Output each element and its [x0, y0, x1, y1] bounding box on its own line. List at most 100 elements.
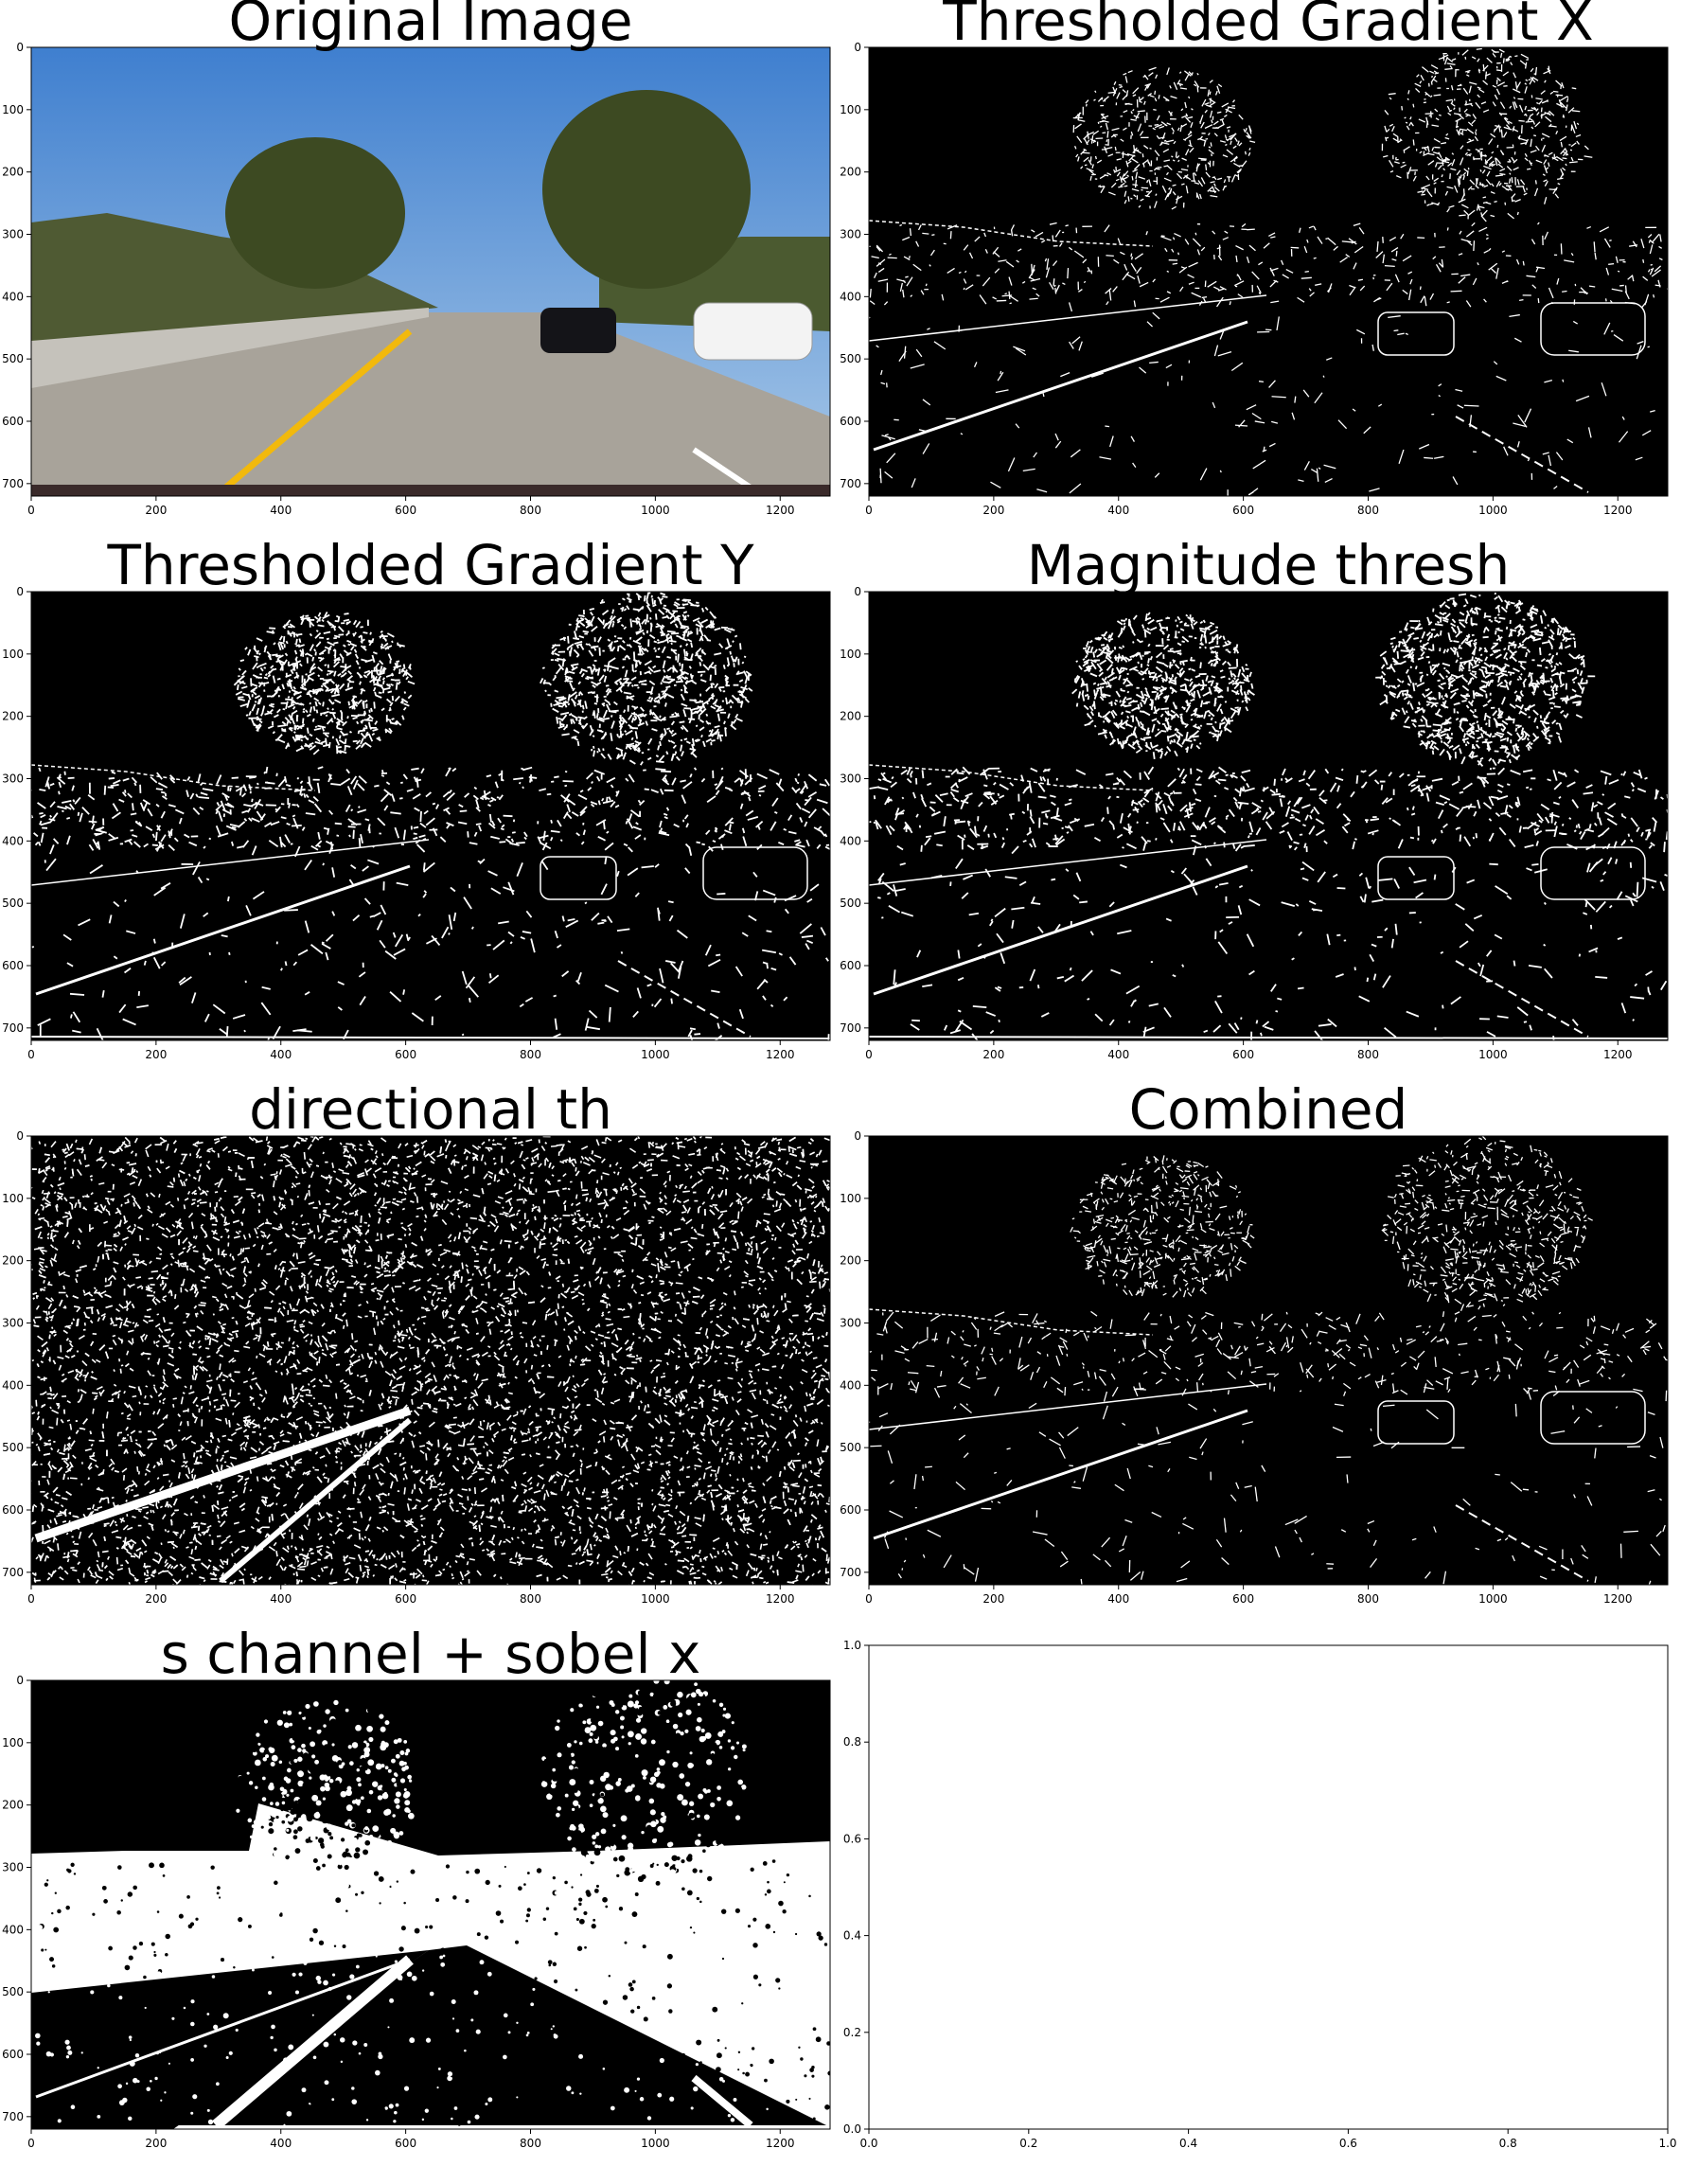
tree-edge [1391, 645, 1394, 648]
edge-speck [295, 804, 300, 808]
tree-edge [1499, 737, 1507, 742]
edge-speck [775, 782, 785, 792]
tree-edge [1533, 134, 1537, 137]
tree-edge [343, 618, 350, 622]
tree-edge [616, 620, 621, 624]
edge-speck [400, 781, 403, 784]
tree-edge [1125, 736, 1129, 739]
edge-speck [1188, 281, 1194, 285]
edge-speck [1608, 262, 1615, 265]
edge-speck [604, 842, 614, 851]
tree-edge [1392, 137, 1399, 142]
tree-edge [309, 744, 317, 751]
edge-speck [915, 240, 920, 247]
tree-edge [327, 741, 331, 749]
tree-edge [614, 681, 619, 685]
tree-edge [690, 680, 698, 685]
tree-edge [287, 703, 295, 709]
edge-speck [288, 802, 291, 808]
edge-speck [593, 769, 606, 775]
edge-speck [1424, 456, 1434, 459]
tree-edge [1204, 646, 1207, 649]
tree-edge [602, 709, 609, 719]
car-hood [31, 485, 830, 496]
tree-edge [1401, 707, 1407, 716]
edge-speck [1438, 395, 1441, 398]
tree-edge [1478, 205, 1485, 209]
tree-edge [1418, 118, 1426, 123]
edge-speck [248, 817, 253, 822]
tree-edge [655, 700, 659, 703]
tree-edge [1500, 728, 1503, 731]
edge-speck [118, 1003, 127, 1014]
tree-edge [264, 673, 268, 677]
tree-edge [691, 752, 698, 758]
tree-edge [1414, 627, 1424, 630]
tree-edge [1431, 75, 1433, 79]
tree-edge [1545, 167, 1549, 170]
tree-edge [690, 642, 694, 648]
tree-edge [1180, 684, 1187, 687]
yellow-lane [213, 328, 413, 496]
tree-edge [1530, 150, 1537, 153]
tree-edge [1479, 653, 1483, 657]
tree-edge [1126, 672, 1129, 676]
tree-edge [618, 645, 627, 651]
edge-speck [231, 826, 237, 829]
tree-edge [1382, 664, 1386, 667]
tree-edge [266, 710, 273, 715]
tree-edge [1171, 127, 1175, 133]
tree-edge [1388, 93, 1396, 96]
tree-edge [1440, 601, 1446, 608]
tree-edge [1471, 56, 1477, 60]
tree-edge [1496, 144, 1499, 149]
tree-edge [380, 666, 386, 674]
tree-edge [263, 676, 269, 680]
edge-speck [576, 971, 582, 982]
edge-speck [1083, 280, 1087, 284]
edge-speck [225, 1025, 229, 1038]
tree-edge [618, 720, 623, 727]
tree-edge [294, 660, 302, 665]
tree-edge [628, 600, 632, 603]
tree-edge [1432, 151, 1440, 155]
tree-edge [1130, 118, 1137, 121]
edge-speck [1117, 238, 1122, 245]
tree-edge [361, 743, 364, 747]
tree-edge [1448, 204, 1455, 208]
tree-edge [1486, 202, 1492, 205]
edge-speck [72, 1029, 81, 1034]
edge-speck [807, 773, 818, 782]
edge-speck [628, 846, 633, 853]
tree-edge [302, 707, 306, 711]
tree-edge [338, 739, 345, 745]
edge-speck [575, 979, 581, 985]
edge-speck [413, 776, 418, 783]
edge-speck [284, 834, 292, 843]
tree-edge [1184, 133, 1193, 140]
edge-speck [108, 833, 116, 840]
edge-speck [917, 224, 922, 231]
edge-speck [1603, 238, 1611, 248]
edge-speck [380, 904, 387, 915]
tree-edge [1524, 152, 1528, 157]
edge-speck [816, 843, 822, 849]
tree-edge [584, 617, 592, 625]
tree-edge [1557, 736, 1563, 743]
tree-edge [699, 654, 702, 658]
tree-edge [338, 735, 342, 739]
tree-edge [1480, 209, 1488, 218]
tree-edge [670, 642, 673, 646]
tree-edge [373, 675, 378, 682]
tree-edge [592, 684, 596, 688]
tree-edge [734, 713, 739, 719]
x-tick-label: 400 [270, 504, 292, 517]
tree-edge [659, 735, 664, 738]
edge-speck [1248, 488, 1259, 496]
edge-speck [422, 862, 426, 871]
tree-edge [343, 644, 346, 648]
tree-edge [1452, 744, 1460, 751]
tree-edge [1147, 658, 1150, 664]
tree-edge [242, 692, 250, 697]
edge-speck [292, 1028, 307, 1032]
